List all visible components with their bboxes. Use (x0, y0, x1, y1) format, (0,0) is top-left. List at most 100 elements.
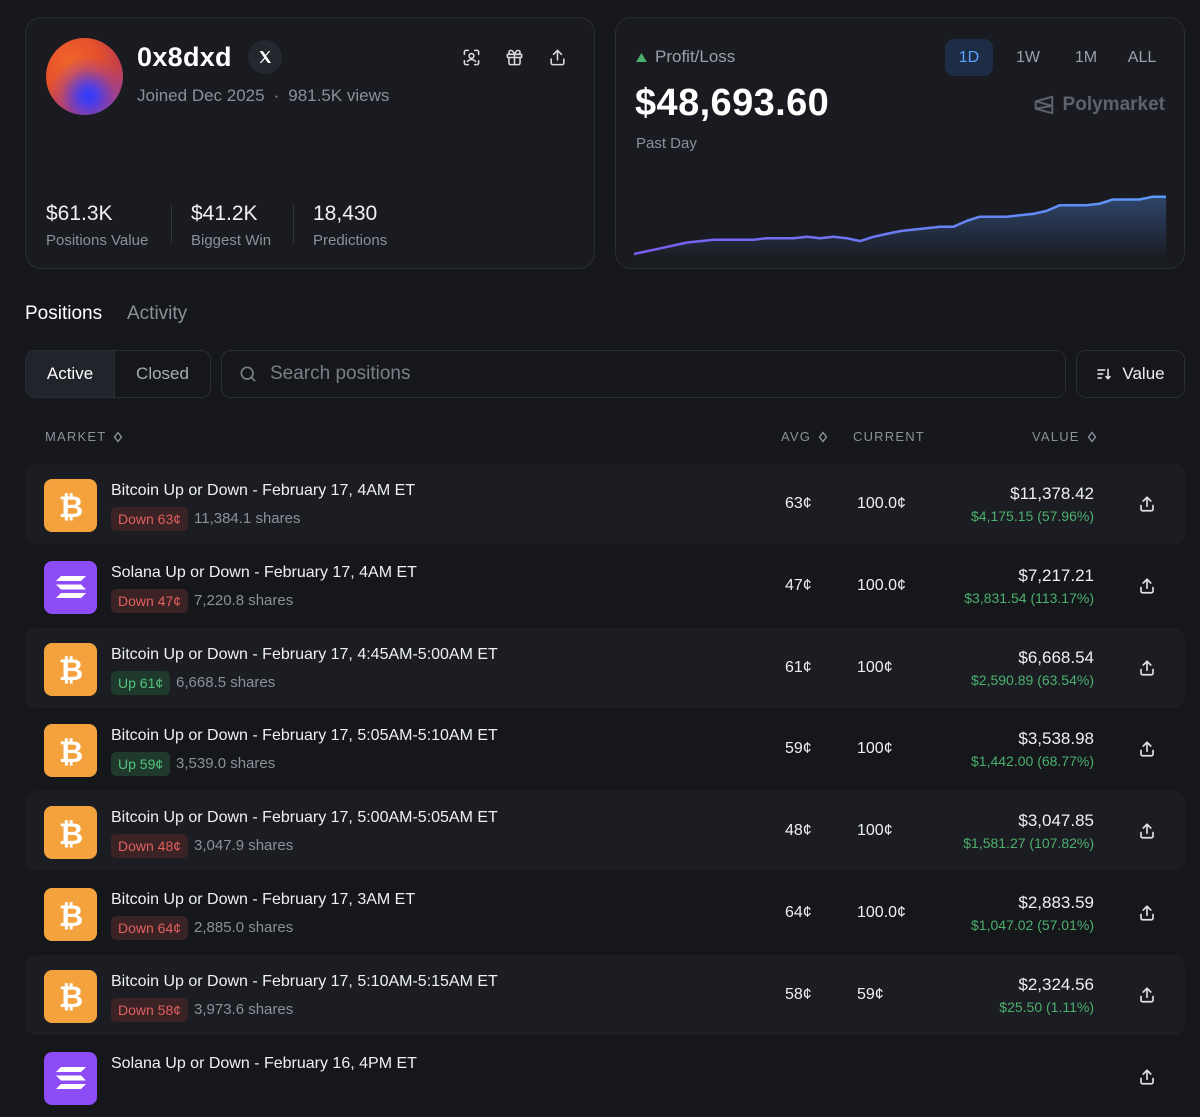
header-value[interactable]: VALUE (1032, 429, 1098, 444)
position-row[interactable]: ₿ Bitcoin Up or Down - February 17, 5:05… (25, 709, 1185, 789)
position-gain: $1,581.27 (107.82%) (963, 835, 1094, 852)
market-title[interactable]: Bitcoin Up or Down - February 17, 4AM ET (111, 482, 416, 499)
x-social-icon[interactable] (248, 40, 282, 74)
sort-icon (1097, 368, 1112, 380)
tab-positions[interactable]: Positions (25, 303, 103, 324)
solana-icon (44, 1051, 97, 1105)
share-icon[interactable] (1137, 739, 1157, 759)
shares-count: 2,885.0 shares (194, 919, 294, 936)
share-icon[interactable] (1137, 903, 1157, 923)
bitcoin-icon: ₿ (44, 479, 97, 532)
header-label: VALUE (1032, 429, 1080, 444)
scan-icon[interactable] (460, 46, 482, 68)
stat-value: 18,430 (313, 202, 378, 225)
share-icon[interactable] (546, 46, 568, 68)
market-title[interactable]: Bitcoin Up or Down - February 17, 5:00AM… (111, 809, 498, 827)
filter-active[interactable]: Active (26, 351, 116, 397)
current-price: 100¢ (857, 658, 893, 676)
position-row[interactable]: ₿ Bitcoin Up or Down - February 17, 4AM … (25, 464, 1185, 544)
avg-price: 48¢ (785, 822, 812, 840)
sort-toggle-icon (818, 430, 828, 443)
market-title[interactable]: Bitcoin Up or Down - February 17, 3AM ET (111, 891, 416, 908)
views-count: 981.5K views (288, 86, 390, 105)
market-title[interactable]: Bitcoin Up or Down - February 17, 5:05AM… (111, 727, 498, 745)
share-icon[interactable] (1137, 985, 1157, 1005)
position-row[interactable]: ₿ Bitcoin Up or Down - February 17, 3AM … (25, 873, 1185, 953)
avg-price: 64¢ (785, 904, 812, 921)
share-icon[interactable] (1137, 576, 1157, 596)
bitcoin-icon: ₿ (44, 806, 97, 860)
svg-text:₿: ₿ (58, 980, 82, 1012)
pnl-value: $48,693.60 (635, 82, 830, 124)
meta-separator: · (273, 86, 280, 105)
current-price: 100¢ (857, 822, 893, 840)
range-tab-1d[interactable]: 1D (945, 39, 993, 76)
stat-value: $61.3K (46, 202, 113, 225)
position-value: $11,378.42 (1010, 484, 1094, 503)
header-label: CURRENT (853, 429, 925, 444)
filter-closed[interactable]: Closed (136, 364, 189, 383)
position-value: $2,324.56 (1018, 974, 1094, 994)
share-icon[interactable] (1137, 1067, 1157, 1087)
stat-biggest-win: $41.2K Biggest Win (191, 202, 271, 249)
sort-label: Value (1122, 364, 1165, 383)
market-title[interactable]: Solana Up or Down - February 16, 4PM ET (111, 1054, 417, 1072)
tab-activity[interactable]: Activity (127, 303, 188, 324)
search-input[interactable] (270, 363, 1030, 385)
position-row[interactable]: Solana Up or Down - February 17, 4AM ET … (25, 546, 1185, 626)
shares-count: 3,973.6 shares (194, 1000, 294, 1018)
market-title[interactable]: Solana Up or Down - February 17, 4AM ET (111, 563, 417, 581)
bitcoin-icon: ₿ (44, 642, 97, 696)
pnl-chart (634, 195, 1166, 260)
joined-date: Joined Dec 2025 (137, 86, 265, 105)
up-triangle-icon (636, 52, 647, 62)
pnl-header: Profit/Loss (636, 47, 735, 67)
solana-icon (44, 560, 97, 614)
svg-text:₿: ₿ (58, 817, 82, 849)
svg-text:₿: ₿ (58, 899, 82, 931)
market-title[interactable]: Bitcoin Up or Down - February 17, 5:10AM… (111, 972, 498, 990)
current-price: 100.0¢ (857, 904, 906, 921)
polymarket-brand: Polymarket (1033, 94, 1165, 116)
avg-price: 61¢ (785, 658, 812, 676)
current-price: 59¢ (857, 985, 884, 1003)
stat-divider (171, 204, 172, 244)
range-tab-all[interactable]: ALL (1127, 48, 1157, 66)
sort-button[interactable]: Value (1076, 350, 1185, 398)
share-icon[interactable] (1137, 658, 1157, 678)
profile-meta: Joined Dec 2025 · 981.5K views (137, 86, 389, 106)
position-row[interactable]: Solana Up or Down - February 16, 4PM ET (25, 1037, 1185, 1117)
position-value: $6,668.54 (1018, 647, 1094, 667)
svg-text:₿: ₿ (58, 735, 82, 767)
stat-positions-value: $61.3K Positions Value (46, 202, 148, 249)
profile-card: 0x8dxd Joined Dec 2025 · 981.5K views $61.… (25, 17, 595, 269)
search-box (221, 350, 1066, 398)
side-badge: Down 47¢ (111, 588, 189, 613)
market-title[interactable]: Bitcoin Up or Down - February 17, 4:45AM… (111, 645, 498, 663)
header-market[interactable]: MARKET (45, 429, 124, 444)
position-row[interactable]: ₿ Bitcoin Up or Down - February 17, 5:10… (25, 954, 1185, 1035)
search-icon (240, 366, 256, 382)
bitcoin-icon: ₿ (44, 888, 97, 941)
avg-price: 58¢ (785, 985, 812, 1003)
current-price: 100¢ (857, 740, 893, 758)
avg-price: 63¢ (785, 495, 812, 512)
avatar[interactable] (46, 38, 123, 115)
header-avg[interactable]: AVG (781, 429, 829, 444)
stat-predictions: 18,430 Predictions (313, 202, 387, 249)
range-tab-1w[interactable]: 1W (1016, 48, 1040, 66)
side-badge: Up 59¢ (111, 752, 171, 777)
shares-count: 11,384.1 shares (194, 510, 301, 527)
position-row[interactable]: ₿ Bitcoin Up or Down - February 17, 5:00… (25, 791, 1185, 872)
position-row[interactable]: ₿ Bitcoin Up or Down - February 17, 4:45… (25, 627, 1185, 708)
profit-loss-card: Profit/Loss $48,693.60 Past Day 1D 1W 1M… (615, 17, 1185, 269)
range-tab-1m[interactable]: 1M (1074, 48, 1098, 66)
share-icon[interactable] (1137, 494, 1157, 514)
gift-icon[interactable] (503, 46, 525, 68)
share-icon[interactable] (1137, 821, 1157, 841)
position-value: $2,883.59 (1018, 893, 1094, 912)
position-value: $3,047.85 (1018, 811, 1094, 831)
pnl-line (634, 195, 1166, 256)
svg-text:₿: ₿ (58, 490, 82, 522)
position-gain: $3,831.54 (113.17%) (964, 589, 1094, 606)
